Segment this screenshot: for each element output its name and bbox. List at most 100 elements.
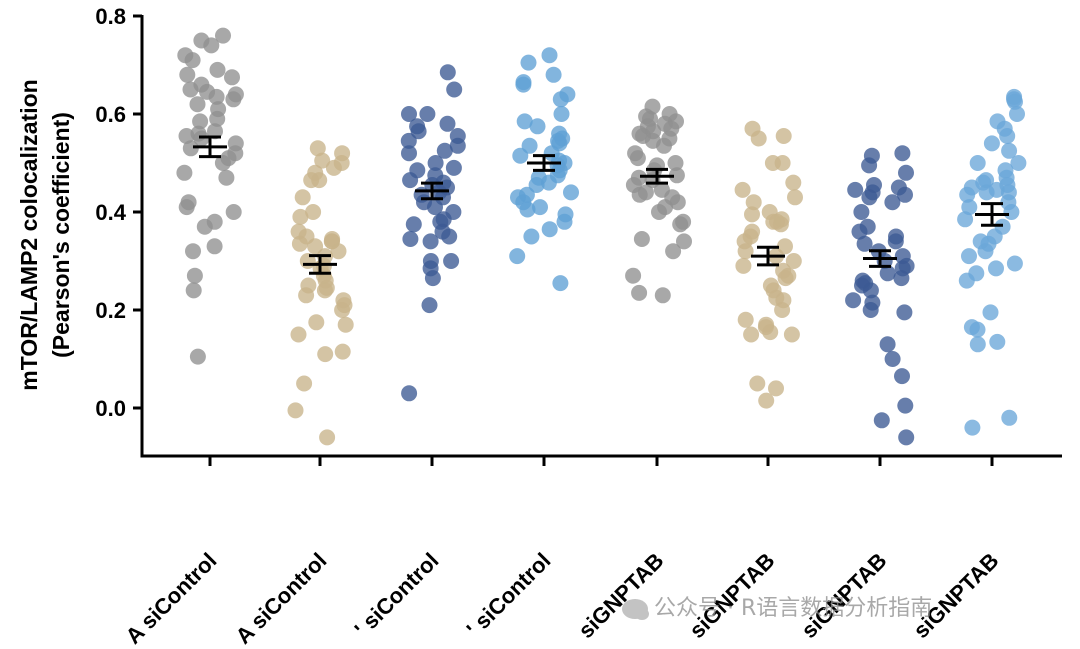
- data-point: [783, 326, 800, 343]
- data-point: [989, 333, 1006, 350]
- data-point: [182, 81, 199, 98]
- data-point: [893, 270, 910, 287]
- data-point: [291, 235, 308, 252]
- data-point: [192, 113, 209, 130]
- data-point: [665, 243, 682, 260]
- data-point: [772, 216, 789, 233]
- data-point: [737, 243, 754, 260]
- data-point: [851, 223, 868, 240]
- y-tick-label: 0.8: [95, 4, 126, 29]
- data-point: [296, 375, 313, 392]
- x-tick-label: A siControl: [231, 548, 332, 649]
- data-point: [225, 204, 242, 220]
- data-point: [982, 304, 999, 321]
- data-points: [176, 27, 1027, 446]
- data-point: [553, 106, 570, 122]
- data-point: [317, 346, 334, 363]
- data-point: [897, 186, 913, 203]
- data-point: [563, 184, 579, 201]
- data-point: [735, 257, 752, 274]
- data-point: [439, 115, 456, 132]
- data-point: [651, 204, 667, 220]
- data-point: [316, 282, 333, 299]
- data-point: [516, 113, 533, 130]
- y-axis-label-line1: mTOR/LAMP2 colocalization: [16, 79, 42, 390]
- data-point: [672, 216, 689, 233]
- data-point: [427, 155, 444, 171]
- data-point: [958, 272, 975, 289]
- data-point: [1009, 106, 1025, 122]
- data-point: [631, 186, 648, 203]
- data-point: [668, 167, 685, 184]
- data-point: [307, 238, 324, 255]
- data-point: [449, 137, 466, 154]
- data-point: [552, 91, 569, 108]
- data-point: [206, 238, 223, 255]
- data-point: [625, 267, 642, 284]
- data-point: [421, 297, 438, 314]
- data-point: [887, 233, 904, 250]
- data-point: [969, 321, 986, 338]
- data-point: [961, 199, 978, 216]
- error-bars: [193, 135, 1009, 275]
- data-point: [193, 32, 210, 49]
- data-point: [894, 368, 910, 385]
- data-point: [401, 106, 417, 122]
- data-point: [669, 194, 686, 211]
- data-point: [207, 123, 223, 140]
- data-point: [737, 311, 754, 328]
- data-point: [988, 260, 1004, 277]
- data-point: [325, 159, 342, 176]
- data-point: [287, 402, 304, 419]
- data-point: [785, 174, 802, 191]
- watermark: 公众号 · R语言数据分析指南: [622, 590, 932, 622]
- data-point: [1006, 255, 1023, 272]
- wechat-icon: [622, 599, 649, 620]
- y-tick-label: 0.0: [95, 396, 126, 421]
- data-point: [178, 128, 195, 144]
- data-point: [337, 316, 354, 333]
- data-point: [1007, 93, 1023, 110]
- data-point: [861, 157, 878, 174]
- data-point: [758, 392, 775, 409]
- axes: [140, 15, 1062, 458]
- data-point: [629, 150, 646, 167]
- data-point: [419, 106, 436, 122]
- data-point: [631, 284, 648, 301]
- data-point: [873, 412, 890, 429]
- data-point: [401, 385, 418, 402]
- data-point: [208, 88, 225, 105]
- data-point: [743, 326, 760, 343]
- data-point: [734, 181, 751, 198]
- data-point: [189, 96, 206, 113]
- data-point: [774, 302, 791, 318]
- data-point: [896, 304, 913, 321]
- data-point: [185, 243, 201, 260]
- data-point: [176, 164, 193, 181]
- data-point: [182, 140, 199, 157]
- data-point: [334, 302, 351, 318]
- data-point: [427, 199, 443, 216]
- data-point: [215, 27, 231, 44]
- y-axis-label: mTOR/LAMP2 colocalization (Pearson's coe…: [16, 79, 74, 390]
- data-point: [512, 147, 529, 164]
- data-point: [443, 253, 460, 269]
- data-point: [529, 118, 546, 135]
- data-point: [785, 253, 802, 269]
- data-point: [1010, 155, 1027, 171]
- y-tick-label: 0.2: [95, 298, 126, 323]
- data-point: [667, 155, 684, 171]
- data-point: [405, 216, 422, 233]
- data-point: [520, 54, 537, 71]
- data-point: [541, 47, 558, 64]
- data-point: [744, 206, 760, 223]
- data-point: [209, 110, 226, 127]
- data-point: [676, 233, 692, 250]
- data-point: [224, 69, 240, 86]
- data-point: [884, 194, 901, 211]
- data-point: [879, 336, 896, 353]
- data-point: [445, 159, 462, 176]
- x-tick-label: A siControl: [121, 548, 222, 649]
- data-point: [189, 348, 206, 365]
- data-point: [978, 184, 995, 201]
